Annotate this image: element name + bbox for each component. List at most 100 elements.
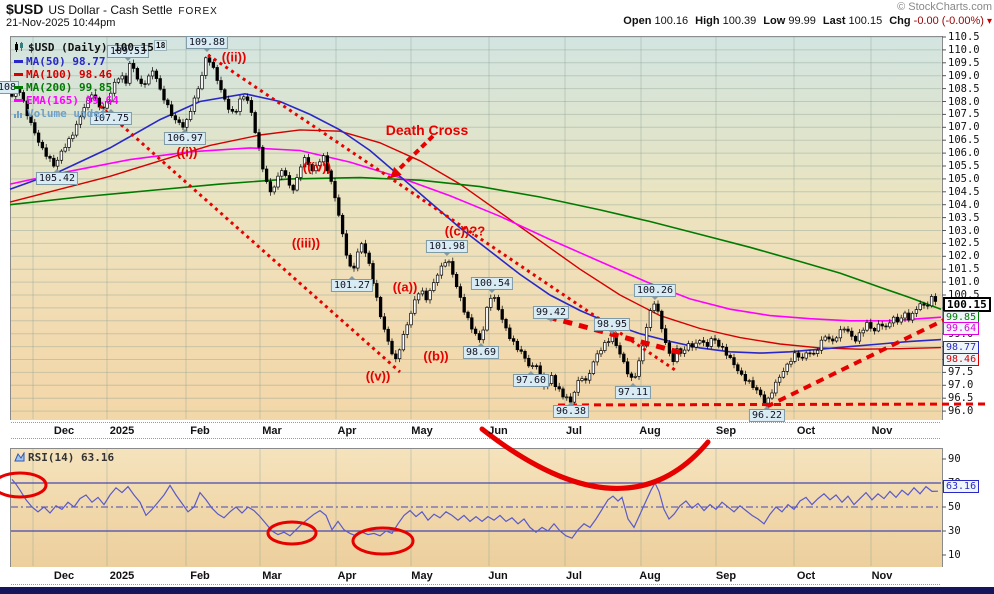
legend-overlay-label: MA(50) 98.77	[26, 55, 106, 68]
elliott-wave-label: ((i))	[176, 144, 198, 160]
chart-datetime: 21-Nov-2025 10:44pm	[6, 17, 116, 29]
month-label: 2025	[109, 570, 135, 582]
callout-pointer	[607, 329, 616, 334]
quote-value: 100.39	[719, 15, 757, 27]
ma-value-tag: 99.64	[943, 322, 980, 335]
quote-label: Last	[822, 15, 846, 27]
chart-header: $USD US Dollar - Cash Settle FOREX	[6, 1, 988, 34]
month-label: Apr	[337, 570, 357, 582]
price-tick-label: 96.5	[948, 392, 974, 405]
legend-color-dash	[14, 73, 23, 76]
elliott-wave-label: ((c))??	[444, 223, 486, 239]
price-callout: 96.22	[748, 406, 786, 423]
price-tick-label: 104.5	[948, 185, 980, 198]
quote-value: 100.15	[845, 15, 883, 27]
price-tick-label: 96.0	[948, 405, 974, 418]
callout-pointer	[348, 276, 356, 281]
last-price-tag: 100.15	[943, 297, 991, 312]
rsi-tick-label: 10	[948, 549, 961, 561]
month-label: Mar	[262, 425, 282, 437]
month-label: Jun	[488, 425, 508, 437]
rsi-indicator-icon	[14, 451, 25, 465]
rsi-legend-label: RSI(14) 63.16	[28, 451, 115, 464]
callout-pointer	[651, 296, 659, 301]
price-tick-label: 106.0	[948, 147, 980, 160]
death-cross-annotation: Death Cross	[385, 122, 469, 138]
month-label: Sep	[715, 570, 737, 582]
legend-overlay-item: MA(50) 98.77	[14, 55, 167, 68]
month-label: Nov	[871, 425, 893, 437]
price-callout: 96.38	[552, 402, 590, 419]
elliott-wave-label: ((iv))	[302, 159, 332, 175]
price-callout: 109.88	[185, 35, 229, 52]
elliott-wave-label: ((v))	[365, 368, 391, 384]
rsi-tick-label: 90	[948, 453, 961, 465]
main-legend: $USD (Daily) 100.15 18 MA(50) 98.77 MA(100…	[14, 39, 168, 121]
price-callout: 100.54	[470, 276, 514, 293]
month-label: Feb	[190, 570, 210, 582]
quote-value: -0.00 (-0.00%)	[910, 15, 984, 27]
callout-pointer	[443, 251, 451, 256]
price-tick-label: 101.0	[948, 276, 980, 289]
price-callout: 107.75	[89, 108, 133, 125]
tick-row	[11, 438, 940, 439]
month-label: Jun	[488, 570, 508, 582]
bottom-bar	[0, 587, 994, 594]
legend-overlays: MA(50) 98.77 MA(100) 98.46 MA(200) 99.85 EM…	[14, 55, 167, 107]
tick-row	[11, 584, 940, 585]
legend-overlay-label: MA(100) 98.46	[26, 68, 113, 81]
callout-pointer	[124, 57, 132, 62]
volume-bars-icon	[14, 108, 24, 121]
month-label: Mar	[262, 570, 282, 582]
price-tick-label: 102.5	[948, 237, 980, 250]
callout-pointer	[53, 169, 61, 174]
price-callout: 97.60	[512, 370, 550, 387]
price-callout: 100.26	[633, 284, 677, 301]
price-tick-label: 110.0	[948, 43, 980, 56]
legend-volume-label: Volume undef	[27, 107, 107, 120]
quote-label: Low	[763, 15, 786, 27]
price-tick-label: 109.0	[948, 69, 980, 82]
price-callout: 98.95	[593, 317, 631, 334]
month-label: Dec	[53, 570, 75, 582]
price-tick-label: 105.0	[948, 172, 980, 185]
symbol-description: US Dollar - Cash Settle	[48, 3, 173, 17]
rsi-legend: RSI(14) 63.16	[14, 451, 114, 465]
price-tick-label: 105.5	[948, 160, 980, 172]
price-callout: 101.27	[330, 276, 374, 293]
quote-value: 99.99	[785, 15, 816, 27]
price-tick-label: 108.0	[948, 95, 980, 108]
month-label: Nov	[871, 570, 893, 582]
legend-price-fraction: 18	[153, 40, 168, 51]
callout-pointer	[181, 129, 189, 134]
price-callout: 109.53	[106, 45, 150, 62]
month-axis-strip-bottom	[0, 567, 994, 587]
legend-volume-row: Volume undef	[14, 107, 167, 121]
month-label: Aug	[639, 425, 661, 437]
price-tick-label: 104.0	[948, 198, 980, 211]
price-tick-label: 109.5	[948, 56, 980, 69]
callout-pointer	[203, 47, 211, 52]
price-tick-label: 103.0	[948, 224, 980, 237]
month-label: May	[411, 570, 433, 582]
legend-color-dash	[14, 60, 23, 63]
elliott-wave-label: ((ii))	[221, 49, 247, 65]
month-label: Oct	[796, 570, 816, 582]
ma-value-tag: 98.46	[943, 353, 980, 366]
rsi-plot-area	[10, 448, 943, 568]
legend-symbol-row: $USD (Daily) 100.15 18	[14, 39, 168, 55]
month-label: 2025	[109, 425, 135, 437]
callout-pointer	[488, 288, 496, 293]
month-label: Apr	[337, 425, 357, 437]
month-label: Jul	[566, 425, 582, 437]
tick-row	[11, 422, 940, 423]
chart-dropdown-icon[interactable]: ▾	[986, 16, 992, 27]
quote-value: 100.16	[651, 15, 689, 27]
callout-pointer	[762, 406, 771, 411]
price-callout: 99.42	[532, 305, 570, 322]
legend-overlay-item: EMA(165) 99.64	[14, 94, 167, 107]
callout-pointer	[546, 317, 555, 322]
price-tick-label: 107.5	[948, 108, 980, 121]
rsi-tick-label: 50	[948, 501, 961, 513]
